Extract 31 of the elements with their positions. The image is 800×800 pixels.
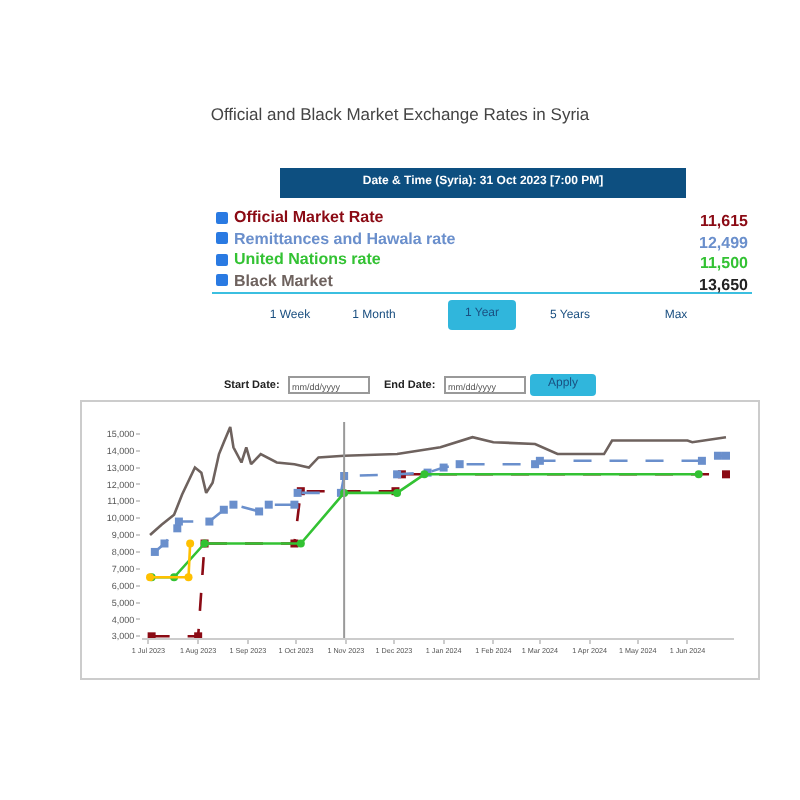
point — [697, 456, 706, 465]
point — [186, 539, 195, 548]
point — [205, 517, 214, 526]
text: 13,650 — [699, 275, 748, 293]
point — [184, 573, 193, 582]
text: 12,499 — [699, 233, 748, 251]
text: United Nations rate — [234, 250, 381, 268]
text: Official Market Rate — [234, 208, 384, 226]
point — [264, 500, 273, 509]
chart-title: Official and Black Market Exchange Rates in Syria — [208, 104, 592, 124]
point — [160, 539, 169, 548]
point — [174, 517, 183, 526]
text: 11,500 — [699, 254, 748, 272]
point — [694, 470, 703, 479]
point — [721, 451, 730, 460]
point — [229, 500, 238, 509]
text: Remittances and Hawala rate — [234, 229, 456, 247]
text: 11,615 — [699, 212, 748, 230]
point — [194, 632, 203, 638]
point — [290, 500, 299, 509]
point — [150, 547, 159, 556]
point — [147, 632, 156, 638]
line-series — [148, 425, 728, 537]
point — [439, 463, 448, 472]
point — [219, 505, 228, 514]
point — [455, 460, 464, 469]
point — [713, 451, 722, 460]
point — [255, 507, 264, 516]
point — [721, 470, 730, 479]
text: Black Market — [234, 271, 333, 289]
point — [296, 539, 305, 548]
